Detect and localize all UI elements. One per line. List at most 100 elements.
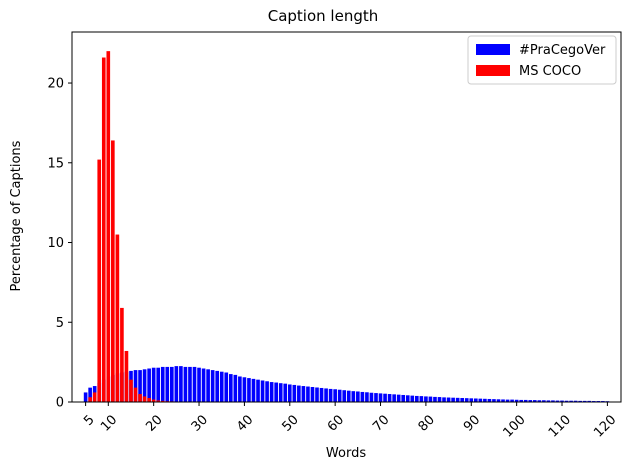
bar-pracegover-46 bbox=[269, 382, 274, 402]
bar-pracegover-5 bbox=[83, 392, 88, 402]
bar-pracegover-101 bbox=[519, 399, 523, 402]
bar-pracegover-88 bbox=[460, 398, 465, 402]
plot-frame bbox=[71, 31, 622, 403]
bar-ms-coco-12 bbox=[115, 234, 120, 402]
bar-pracegover-89 bbox=[464, 398, 469, 402]
x-tick-label-20: 20 bbox=[143, 412, 165, 434]
bar-pracegover-57 bbox=[319, 387, 324, 402]
bar-pracegover-26 bbox=[179, 366, 183, 402]
bar-pracegover-95 bbox=[492, 399, 496, 402]
bar-pracegover-19 bbox=[147, 368, 151, 402]
x-tick-label-60: 60 bbox=[325, 412, 347, 434]
bar-pracegover-77 bbox=[410, 395, 415, 402]
bar-pracegover-63 bbox=[346, 390, 351, 402]
legend: #PraCegoVer MS COCO bbox=[467, 35, 617, 85]
x-axis-label: Words bbox=[326, 446, 366, 461]
bar-ms-coco-17 bbox=[138, 394, 142, 402]
bar-pracegover-100 bbox=[514, 399, 519, 402]
bar-pracegover-47 bbox=[274, 382, 278, 402]
bar-pracegover-78 bbox=[415, 395, 419, 402]
bar-pracegover-79 bbox=[419, 396, 424, 402]
bar-pracegover-75 bbox=[401, 394, 406, 402]
bar-pracegover-107 bbox=[546, 400, 551, 402]
bar-pracegover-74 bbox=[396, 394, 401, 402]
bar-pracegover-108 bbox=[551, 400, 555, 402]
x-tick-label-5: 5 bbox=[81, 412, 97, 428]
bar-pracegover-90 bbox=[469, 398, 474, 402]
bar-pracegover-21 bbox=[156, 367, 161, 402]
bar-pracegover-83 bbox=[437, 397, 442, 402]
legend-label-pracegover: #PraCegoVer bbox=[519, 43, 606, 58]
x-tick-label-100: 100 bbox=[501, 412, 529, 440]
bar-ms-coco-22 bbox=[160, 400, 165, 402]
bar-pracegover-42 bbox=[251, 378, 256, 403]
bar-pracegover-41 bbox=[247, 378, 251, 402]
y-tick-label-20: 20 bbox=[47, 77, 64, 92]
bar-pracegover-33 bbox=[210, 370, 215, 402]
bar-ms-coco-21 bbox=[156, 400, 161, 402]
bar-pracegover-99 bbox=[510, 399, 514, 402]
y-tick-label-0: 0 bbox=[56, 396, 64, 411]
bar-pracegover-56 bbox=[315, 387, 319, 402]
bar-pracegover-35 bbox=[219, 371, 224, 402]
bar-ms-coco-14 bbox=[124, 350, 129, 402]
bar-pracegover-85 bbox=[446, 397, 451, 402]
bar-ms-coco-11 bbox=[111, 140, 115, 402]
x-tick-label-80: 80 bbox=[416, 412, 438, 434]
bar-pracegover-69 bbox=[374, 393, 378, 402]
bar-pracegover-111 bbox=[564, 400, 569, 402]
bar-ms-coco-13 bbox=[120, 307, 124, 402]
bar-pracegover-44 bbox=[260, 380, 265, 402]
legend-label-ms-coco: MS COCO bbox=[519, 64, 581, 79]
y-tick-label-15: 15 bbox=[47, 156, 64, 171]
bars-layer bbox=[83, 51, 610, 403]
bar-ms-coco-15 bbox=[129, 379, 133, 402]
bar-pracegover-65 bbox=[356, 391, 360, 402]
bar-pracegover-73 bbox=[392, 394, 396, 402]
bar-pracegover-97 bbox=[501, 399, 505, 402]
bar-ms-coco-6 bbox=[88, 397, 92, 402]
x-tick-label-70: 70 bbox=[370, 412, 392, 434]
bar-pracegover-102 bbox=[523, 399, 528, 402]
bar-ms-coco-7 bbox=[92, 392, 97, 402]
bar-pracegover-91 bbox=[474, 398, 478, 402]
bar-pracegover-38 bbox=[233, 374, 238, 402]
bar-ms-coco-10 bbox=[106, 51, 111, 402]
bar-pracegover-103 bbox=[528, 400, 533, 402]
legend-swatch-ms-coco bbox=[476, 65, 510, 76]
bar-pracegover-84 bbox=[442, 397, 446, 403]
bar-pracegover-115 bbox=[582, 400, 587, 402]
bar-ms-coco-8 bbox=[97, 159, 102, 402]
bar-ms-coco-9 bbox=[101, 57, 106, 403]
bar-pracegover-64 bbox=[351, 391, 356, 402]
bar-pracegover-25 bbox=[174, 366, 179, 402]
bar-pracegover-96 bbox=[496, 399, 501, 402]
bar-pracegover-18 bbox=[142, 369, 147, 402]
y-tick-label-10: 10 bbox=[47, 236, 64, 251]
bar-pracegover-55 bbox=[310, 387, 315, 402]
bar-pracegover-71 bbox=[383, 393, 387, 402]
x-tick-label-40: 40 bbox=[234, 412, 256, 434]
bar-pracegover-6 bbox=[88, 387, 92, 402]
bar-pracegover-50 bbox=[287, 384, 292, 402]
bar-pracegover-104 bbox=[532, 400, 537, 402]
bar-pracegover-82 bbox=[433, 396, 437, 402]
bar-pracegover-34 bbox=[215, 370, 220, 402]
bar-pracegover-116 bbox=[587, 400, 592, 402]
bar-pracegover-53 bbox=[301, 386, 306, 402]
bar-pracegover-59 bbox=[328, 388, 333, 402]
bar-ms-coco-18 bbox=[142, 396, 147, 402]
bar-pracegover-86 bbox=[451, 397, 455, 402]
bar-pracegover-80 bbox=[424, 396, 428, 402]
bar-pracegover-98 bbox=[505, 399, 510, 402]
bar-pracegover-49 bbox=[283, 383, 288, 402]
bar-ms-coco-16 bbox=[133, 387, 138, 402]
chart-title: Caption length bbox=[268, 7, 379, 25]
x-tick-label-10: 10 bbox=[98, 412, 120, 434]
bar-pracegover-23 bbox=[165, 366, 170, 402]
bar-pracegover-106 bbox=[542, 400, 546, 402]
bar-pracegover-24 bbox=[170, 366, 174, 402]
bar-pracegover-112 bbox=[569, 400, 573, 402]
y-axis-ticks: 0 5 10 15 20 bbox=[47, 77, 72, 411]
bar-pracegover-105 bbox=[537, 400, 542, 402]
